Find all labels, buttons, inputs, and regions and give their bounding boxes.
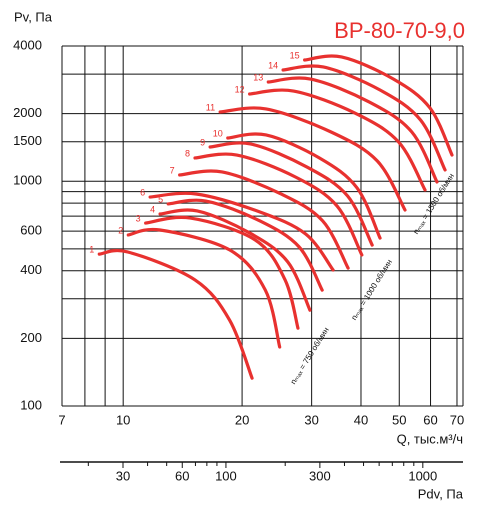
performance-curve	[97, 248, 254, 380]
performance-curve	[158, 208, 312, 312]
curve-label: 9	[200, 137, 205, 147]
performance-curve	[193, 152, 364, 257]
performance-curve	[166, 198, 324, 292]
curve-label: 4	[150, 204, 155, 214]
x-tick-label: 40	[354, 412, 368, 427]
curve-label: 6	[140, 187, 145, 197]
y-tick-label: 200	[20, 330, 42, 345]
performance-curve	[144, 215, 300, 330]
rpm-label: nₘₐₓ = 1000 об/мин	[349, 258, 394, 322]
performance-curve	[178, 169, 350, 270]
curve-label: 14	[268, 60, 278, 70]
curve-label: 3	[136, 213, 141, 223]
x-tick-label: 30	[304, 412, 318, 427]
x2-tick-label: 300	[309, 468, 331, 483]
curve-label: 1	[89, 245, 94, 255]
performance-curve	[248, 88, 427, 192]
x-tick-label: 70	[450, 412, 464, 427]
y-tick-label: 600	[20, 223, 42, 238]
rpm-label: nₘₐₓ = 750 об/мин	[289, 326, 331, 386]
performance-curve	[303, 54, 454, 157]
x-tick-label: 50	[392, 412, 406, 427]
x2-tick-label: 1000	[408, 468, 437, 483]
y-axis-label: Pv, Па	[14, 9, 53, 24]
performance-curve	[218, 106, 407, 212]
performance-curve	[226, 132, 382, 240]
y-tick-label: 4000	[13, 37, 42, 52]
curve-label: 10	[213, 128, 223, 138]
curve-label: 15	[290, 50, 300, 60]
performance-curve	[126, 227, 282, 349]
x-tick-label: 7	[58, 412, 65, 427]
x2-tick-label: 60	[175, 468, 189, 483]
performance-curve	[148, 191, 335, 272]
y-tick-label: 1500	[13, 133, 42, 148]
curve-label: 8	[185, 148, 190, 158]
performance-curve	[281, 64, 447, 172]
curve-label: 13	[253, 72, 263, 82]
curve-label: 7	[170, 165, 175, 175]
x-tick-label: 20	[235, 412, 249, 427]
x2-tick-label: 100	[215, 468, 237, 483]
performance-curve	[208, 141, 374, 247]
chart-title: ВР-80-70-9,0	[334, 18, 465, 43]
y-tick-label: 100	[20, 397, 42, 412]
x2-axis-label: Pdv, Па	[418, 486, 464, 501]
x-tick-label: 60	[423, 412, 437, 427]
y-tick-label: 400	[20, 262, 42, 277]
y-tick-label: 1000	[13, 173, 42, 188]
x-axis-label: Q, тыс.м³/ч	[397, 431, 463, 446]
x-tick-label: 10	[116, 412, 130, 427]
curve-label: 2	[118, 225, 123, 235]
curve-label: 11	[206, 102, 215, 112]
x2-tick-label: 30	[116, 468, 130, 483]
curve-label: 5	[158, 194, 163, 204]
performance-curve	[266, 76, 439, 184]
y-tick-label: 2000	[13, 105, 42, 120]
curve-label: 12	[235, 84, 245, 94]
